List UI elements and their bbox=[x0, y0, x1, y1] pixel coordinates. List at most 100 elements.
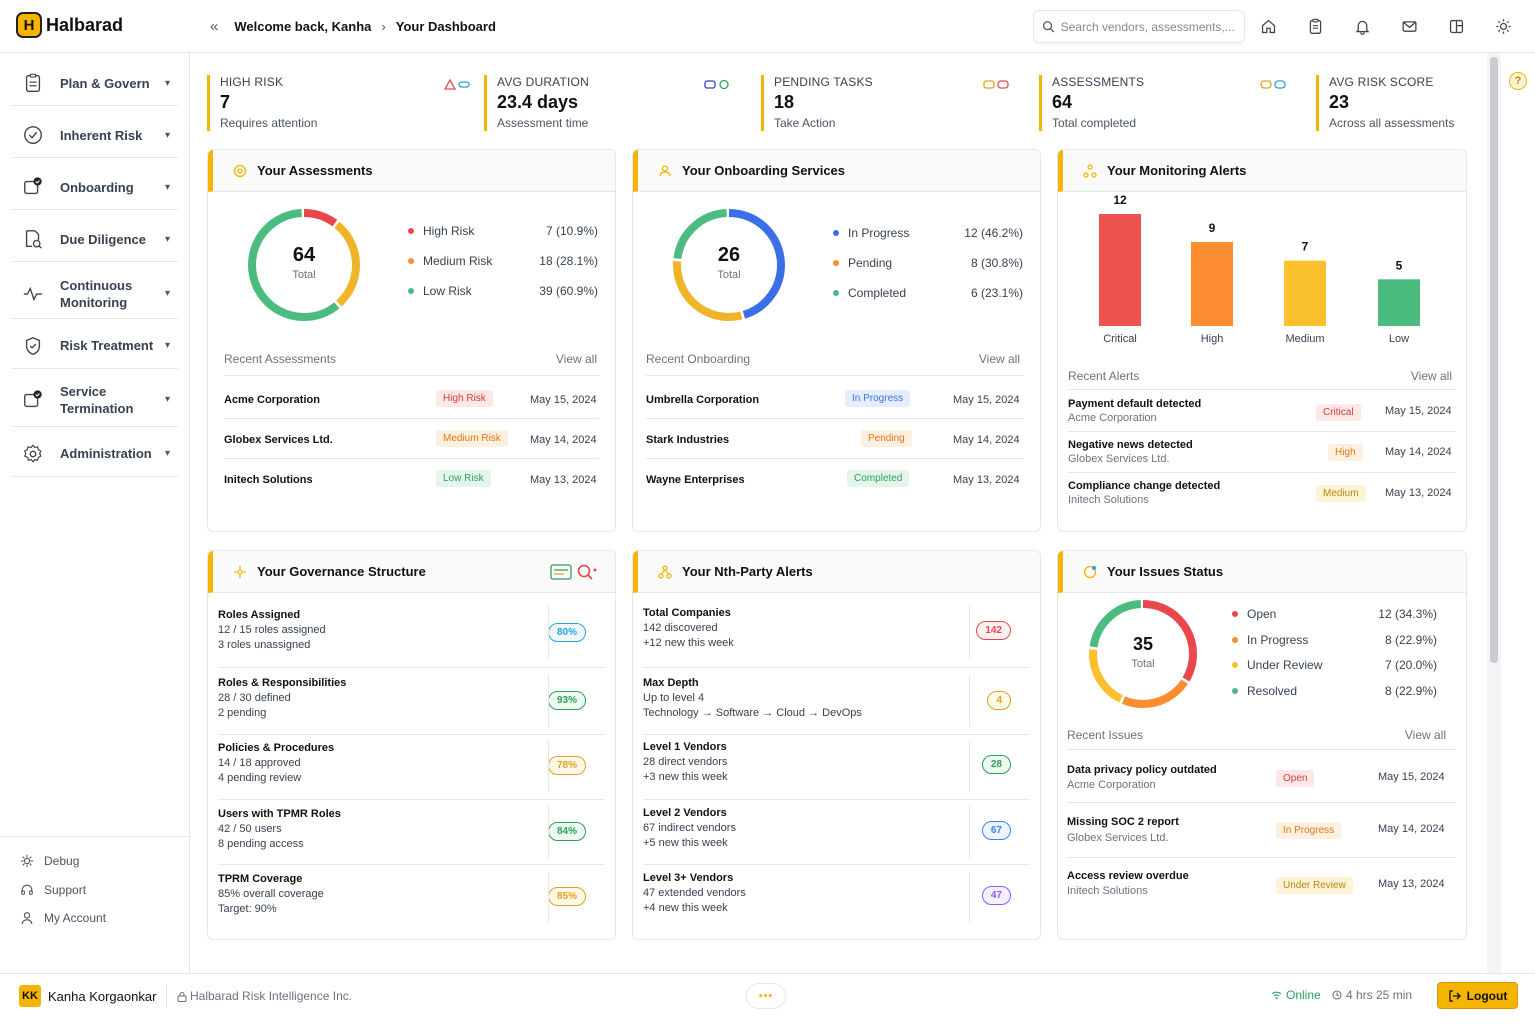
issues-donut-segment-0[interactable] bbox=[1089, 600, 1197, 708]
assessments-donut-segment-2[interactable] bbox=[248, 209, 360, 321]
collapse-sidebar-icon[interactable]: « bbox=[210, 18, 219, 35]
home-icon[interactable] bbox=[1259, 17, 1277, 35]
alert-row-name[interactable]: Negative news detected bbox=[1068, 439, 1193, 451]
kpi-assessments[interactable]: ASSESSMENTS 64 Total completed bbox=[1039, 75, 1301, 131]
assessments-donut-segment-1[interactable] bbox=[248, 209, 360, 321]
issue-row-name[interactable]: Access review overdue bbox=[1067, 870, 1189, 882]
onboarding-card: Your Onboarding Services 26 Total In Pro… bbox=[632, 149, 1041, 532]
percent-badge: 80% bbox=[547, 623, 586, 642]
legend-pending: Pending 8 (30.8%) bbox=[833, 256, 1023, 270]
governance-row[interactable]: Users with TPMR Roles 42 / 50 users 8 pe… bbox=[218, 808, 604, 868]
bar-high[interactable] bbox=[1191, 242, 1233, 326]
sidebar-item-due-diligence[interactable]: Due Diligence ▾ bbox=[12, 217, 178, 262]
governance-row-detail: 14 / 18 approved bbox=[218, 757, 301, 769]
onboarding-row-name[interactable]: Wayne Enterprises bbox=[646, 474, 745, 486]
bar-critical[interactable] bbox=[1099, 214, 1141, 326]
onboarding-donut-segment-1[interactable] bbox=[673, 209, 785, 321]
issues-donut-segment-2[interactable] bbox=[1089, 600, 1197, 708]
search-box[interactable] bbox=[1033, 10, 1245, 43]
mail-icon[interactable] bbox=[1400, 17, 1418, 35]
alert-row-name[interactable]: Payment default detected bbox=[1068, 398, 1202, 410]
bar-medium[interactable] bbox=[1284, 260, 1326, 326]
view-all-link[interactable]: View all bbox=[978, 352, 1020, 366]
app-logo[interactable]: H Halbarad bbox=[16, 12, 123, 38]
sidebar-support[interactable]: Support bbox=[20, 883, 86, 897]
sidebar-item-label: Plan & Govern bbox=[60, 75, 150, 91]
governance-row[interactable]: Policies & Procedures 14 / 18 approved 4… bbox=[218, 742, 604, 802]
kpi-avg-risk-score[interactable]: AVG RISK SCORE 23 Across all assessments bbox=[1316, 75, 1476, 131]
sidebar-item-risk-treatment[interactable]: Risk Treatment ▾ bbox=[12, 323, 178, 369]
issue-row-name[interactable]: Data privacy policy outdated bbox=[1067, 764, 1217, 776]
nth-party-row[interactable]: Level 1 Vendors 28 direct vendors +3 new… bbox=[643, 741, 1029, 801]
legend-label: In Progress bbox=[1247, 633, 1309, 647]
panel-icon[interactable] bbox=[1447, 17, 1465, 35]
sun-icon[interactable] bbox=[1494, 17, 1512, 35]
sidebar-debug[interactable]: Debug bbox=[20, 854, 79, 868]
lock-icon bbox=[177, 991, 187, 1002]
row-date: May 13, 2024 bbox=[953, 474, 1020, 486]
sidebar-item-administration[interactable]: Administration ▾ bbox=[12, 431, 178, 477]
legend-label: Medium Risk bbox=[423, 254, 493, 268]
more-button[interactable]: ••• bbox=[746, 983, 786, 1009]
divider bbox=[1067, 749, 1456, 750]
sidebar-my-account[interactable]: My Account bbox=[20, 911, 106, 925]
row-date: May 13, 2024 bbox=[1378, 878, 1445, 890]
kpi-value: 7 bbox=[220, 92, 231, 112]
kpi-pending-tasks[interactable]: PENDING TASKS 18 Take Action bbox=[761, 75, 1023, 131]
onboarding-row-name[interactable]: Stark Industries bbox=[646, 434, 730, 446]
sidebar-item-inherent-risk[interactable]: Inherent Risk ▾ bbox=[12, 113, 178, 158]
nth-party-row[interactable]: Level 2 Vendors 67 indirect vendors +5 n… bbox=[643, 807, 1029, 867]
nth-party-row[interactable]: Max Depth Up to level 4 Technology → Sof… bbox=[643, 677, 1029, 737]
sidebar-item-label: Administration bbox=[60, 446, 152, 461]
kpi-high-risk[interactable]: HIGH RISK 7 Requires attention bbox=[207, 75, 470, 131]
avatar[interactable]: KK bbox=[19, 985, 41, 1007]
onboarding-row-name[interactable]: Umbrella Corporation bbox=[646, 394, 760, 406]
clipboard-icon[interactable] bbox=[1306, 17, 1324, 35]
sidebar-item-label: Due Diligence bbox=[60, 231, 146, 247]
alert-row-name[interactable]: Compliance change detected bbox=[1068, 480, 1221, 492]
sidebar-item-onboarding[interactable]: Onboarding ▾ bbox=[12, 165, 178, 210]
scrollbar[interactable] bbox=[1487, 53, 1501, 973]
nth-row-detail: 47 extended vendors bbox=[643, 887, 746, 899]
nth-party-row[interactable]: Total Companies 142 discovered +12 new t… bbox=[643, 607, 1029, 667]
assessment-row-name[interactable]: Initech Solutions bbox=[224, 474, 313, 486]
governance-row[interactable]: Roles Assigned 12 / 15 roles assigned 3 … bbox=[218, 609, 604, 669]
governance-row[interactable]: Roles & Responsibilities 28 / 30 defined… bbox=[218, 677, 604, 737]
list-view-icon[interactable] bbox=[550, 564, 572, 580]
breadcrumb: « Welcome back, Kanha › Your Dashboard bbox=[210, 18, 496, 35]
legend-label: In Progress bbox=[848, 226, 910, 240]
count-badge: 4 bbox=[987, 691, 1011, 710]
separator bbox=[969, 606, 970, 658]
breadcrumb-current: Your Dashboard bbox=[395, 19, 496, 34]
view-all-link[interactable]: View all bbox=[1410, 369, 1452, 383]
issue-row-sub: Initech Solutions bbox=[1067, 885, 1148, 897]
assessments-donut-segment-0[interactable] bbox=[248, 209, 360, 321]
scrollbar-thumb[interactable] bbox=[1490, 57, 1498, 663]
governance-row[interactable]: TPRM Coverage 85% overall coverage Targe… bbox=[218, 873, 604, 933]
warning-icon bbox=[444, 79, 456, 90]
view-all-link[interactable]: View all bbox=[555, 352, 597, 366]
logout-button[interactable]: Logout bbox=[1437, 982, 1518, 1009]
search-icon[interactable] bbox=[576, 564, 598, 581]
sidebar-item-service-termination[interactable]: Service Termination ▾ bbox=[12, 373, 178, 427]
assessment-row-name[interactable]: Globex Services Ltd. bbox=[224, 434, 333, 446]
kpi-avg-duration[interactable]: AVG DURATION 23.4 days Assessment time bbox=[484, 75, 746, 131]
breadcrumb-welcome[interactable]: Welcome back, Kanha bbox=[234, 19, 372, 34]
sidebar-item-plan-govern[interactable]: Plan & Govern ▾ bbox=[12, 61, 178, 106]
help-button[interactable]: ? bbox=[1509, 72, 1527, 90]
assessment-row-name[interactable]: Acme Corporation bbox=[224, 394, 320, 406]
logo-mark: H bbox=[16, 12, 42, 38]
search-input[interactable] bbox=[1060, 19, 1236, 34]
sidebar-item-continuous-monitoring[interactable]: Continuous Monitoring ▾ bbox=[12, 269, 178, 319]
nth-row-name: Total Companies bbox=[643, 607, 731, 619]
bell-icon[interactable] bbox=[1353, 17, 1371, 35]
issues-donut-segment-1[interactable] bbox=[1089, 600, 1197, 708]
view-all-link[interactable]: View all bbox=[1404, 728, 1446, 742]
divider bbox=[646, 458, 1024, 459]
issue-row-name[interactable]: Missing SOC 2 report bbox=[1067, 816, 1179, 828]
onboarding-donut-segment-0[interactable] bbox=[673, 209, 785, 321]
bug-icon bbox=[20, 854, 34, 868]
nth-party-row[interactable]: Level 3+ Vendors 47 extended vendors +4 … bbox=[643, 872, 1029, 932]
bar-low[interactable] bbox=[1378, 279, 1420, 326]
status-badge: Under Review bbox=[1276, 877, 1353, 894]
